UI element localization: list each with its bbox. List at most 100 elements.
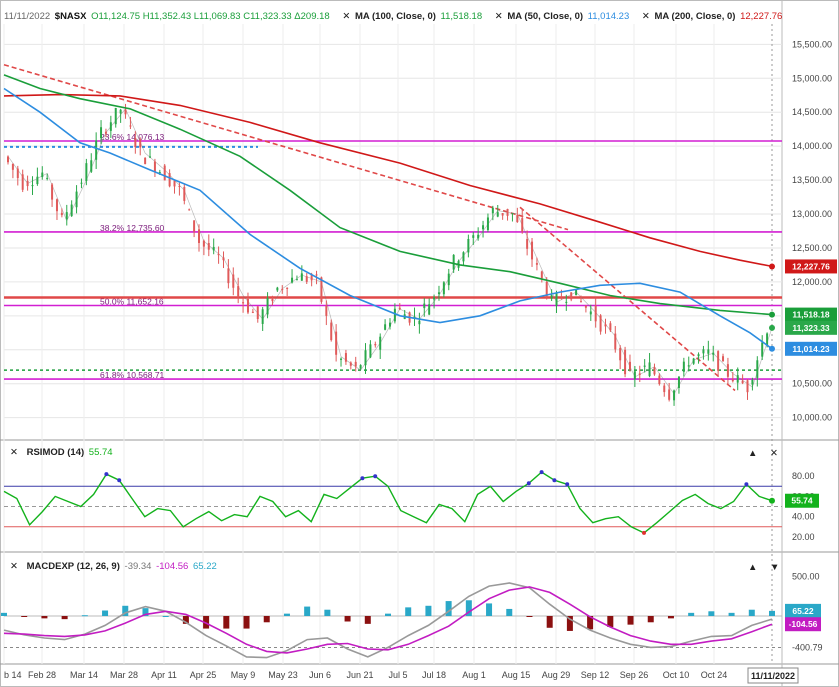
candle — [41, 172, 44, 178]
macd-histogram-bar — [465, 600, 472, 616]
candle — [251, 311, 254, 313]
candle — [389, 322, 391, 327]
candle — [188, 209, 191, 211]
candle — [384, 324, 387, 330]
candle — [173, 180, 176, 187]
rsi-overbought-fill — [744, 482, 749, 487]
macd-value-box — [785, 603, 821, 618]
x-tick-label: Oct 24 — [701, 670, 728, 680]
price-tick-label: 14,500.00 — [792, 107, 832, 117]
macd-line — [3, 582, 773, 659]
value-label: 11,518.18 — [792, 310, 830, 320]
candle — [599, 315, 602, 332]
candle — [51, 184, 54, 200]
fib-label: 38.2% 12,735.60 — [100, 223, 165, 233]
fib-label: 23.6% 14,076.13 — [100, 132, 165, 142]
rsi-remove-icon[interactable]: ✕ — [10, 447, 18, 458]
candle — [95, 140, 98, 160]
ma50-line — [3, 87, 773, 350]
candle — [643, 365, 646, 367]
macd-remove-icon[interactable]: ✕ — [10, 561, 18, 572]
macd-histogram-bar — [102, 610, 109, 616]
remove-ma100-icon[interactable]: ✕ — [342, 11, 351, 22]
close-icon[interactable]: ✕ — [770, 448, 779, 459]
x-tick-label: Mar 28 — [110, 670, 138, 680]
candle — [242, 302, 245, 304]
candle — [178, 185, 181, 187]
x-tick-label: Mar 14 — [70, 670, 98, 680]
trend-line — [519, 206, 736, 392]
value-label-box — [785, 341, 837, 356]
macd-label: MACDEXP (12, 26, 9) — [26, 561, 120, 572]
ma100-value: 11,518.18 — [440, 11, 483, 22]
value-marker — [769, 345, 775, 352]
candle — [423, 303, 426, 309]
rsi-overbought-fill — [104, 472, 109, 477]
last-date-box — [747, 667, 799, 684]
x-tick-label: b 14 — [4, 670, 22, 680]
candle — [291, 277, 294, 283]
remove-ma50-icon[interactable]: ✕ — [494, 11, 503, 22]
caret-down-icon[interactable]: ▼ — [770, 562, 780, 573]
macd-histogram-bar — [425, 605, 432, 616]
candle — [741, 380, 744, 384]
candle — [202, 240, 205, 247]
candle — [139, 139, 142, 148]
rsi-panel-controls: ▲ ✕ — [748, 447, 780, 461]
macd-level-label: -400.79 — [792, 642, 823, 652]
caret-up-icon[interactable]: ▲ — [748, 448, 758, 459]
candle — [526, 239, 529, 249]
candle — [119, 109, 122, 114]
value-label: 11,323.33 — [792, 323, 830, 333]
candle — [560, 297, 563, 299]
candle — [271, 299, 274, 302]
candle — [614, 333, 617, 350]
caret-up-icon[interactable]: ▲ — [748, 562, 758, 573]
candle — [305, 276, 308, 282]
candle — [653, 367, 656, 375]
rsi-value-label: 55.74 — [791, 496, 813, 506]
candle — [295, 279, 298, 281]
macd-histogram-bar — [81, 615, 88, 617]
rsi-tick-label: 80.00 — [792, 471, 815, 481]
candle — [335, 331, 338, 355]
candle — [668, 389, 671, 400]
candle — [677, 376, 680, 388]
candle — [702, 349, 705, 354]
candle — [158, 172, 161, 174]
candle — [261, 309, 264, 324]
macd-histogram-bar — [769, 610, 775, 616]
macd-header: ✕ MACDEXP (12, 26, 9) -39.34 -104.56 65.… — [10, 560, 219, 574]
macd-histogram-bar — [667, 616, 674, 619]
ma200-label: MA (200, Close, 0) — [654, 11, 736, 22]
price-tick-label: 13,500.00 — [792, 175, 832, 185]
candle — [692, 358, 695, 364]
value-marker — [769, 311, 775, 318]
candle — [300, 273, 303, 281]
price-tick-label: 15,500.00 — [792, 39, 832, 49]
candle — [227, 268, 230, 284]
macd-histogram-bar — [647, 616, 654, 623]
candle — [11, 163, 14, 170]
candle — [506, 208, 509, 216]
price-tick-label: 10,500.00 — [792, 379, 832, 389]
candle — [682, 361, 685, 372]
price-tick-label: 14,000.00 — [792, 141, 832, 151]
header-symbol: $NASX — [54, 11, 87, 22]
candle — [673, 390, 676, 401]
ma50-value: 11,014.23 — [587, 11, 630, 22]
macd-histogram-bar — [708, 611, 715, 616]
candle — [163, 165, 166, 181]
value-label: 12,227.76 — [792, 261, 830, 271]
remove-ma200-icon[interactable]: ✕ — [641, 11, 650, 22]
candle — [472, 235, 475, 238]
candle — [114, 107, 117, 125]
header-ohlc: O11,124.75 H11,352.43 L11,069.83 C11,323… — [91, 11, 330, 22]
value-marker — [769, 263, 775, 270]
candle — [428, 304, 431, 315]
price-tick-label: 10,000.00 — [792, 413, 832, 423]
candle — [516, 215, 519, 223]
candle — [31, 185, 34, 187]
